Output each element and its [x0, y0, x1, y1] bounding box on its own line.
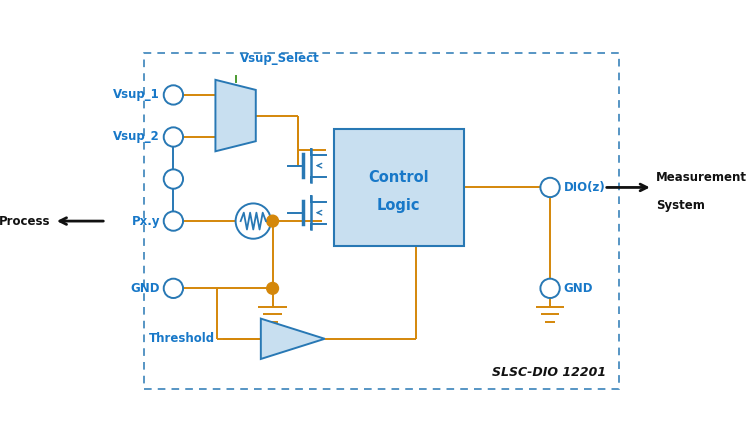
Text: System: System	[656, 199, 705, 213]
Polygon shape	[261, 319, 325, 359]
Text: Px.y: Px.y	[131, 214, 160, 228]
Circle shape	[163, 211, 183, 231]
Text: SLSC-DIO 12201: SLSC-DIO 12201	[492, 366, 606, 379]
Circle shape	[163, 127, 183, 147]
Circle shape	[540, 279, 560, 298]
Text: GND: GND	[131, 282, 160, 295]
Polygon shape	[216, 80, 256, 152]
Text: Measurement: Measurement	[656, 171, 746, 184]
Circle shape	[163, 169, 183, 189]
Circle shape	[267, 283, 278, 294]
Text: Process: Process	[0, 214, 51, 228]
Text: Control: Control	[369, 170, 429, 185]
Bar	[144, 53, 619, 389]
Circle shape	[540, 178, 560, 197]
Circle shape	[236, 203, 271, 239]
Text: DIO(z): DIO(z)	[563, 181, 605, 194]
Text: Vsup_1: Vsup_1	[113, 89, 160, 101]
Circle shape	[163, 279, 183, 298]
Text: Vsup_2: Vsup_2	[113, 131, 160, 144]
Bar	[333, 128, 464, 246]
Text: Threshold: Threshold	[148, 332, 215, 345]
Circle shape	[163, 85, 183, 105]
Text: Logic: Logic	[377, 198, 421, 214]
Text: GND: GND	[563, 282, 593, 295]
Circle shape	[267, 215, 278, 227]
Text: Vsup_Select: Vsup_Select	[239, 52, 319, 65]
